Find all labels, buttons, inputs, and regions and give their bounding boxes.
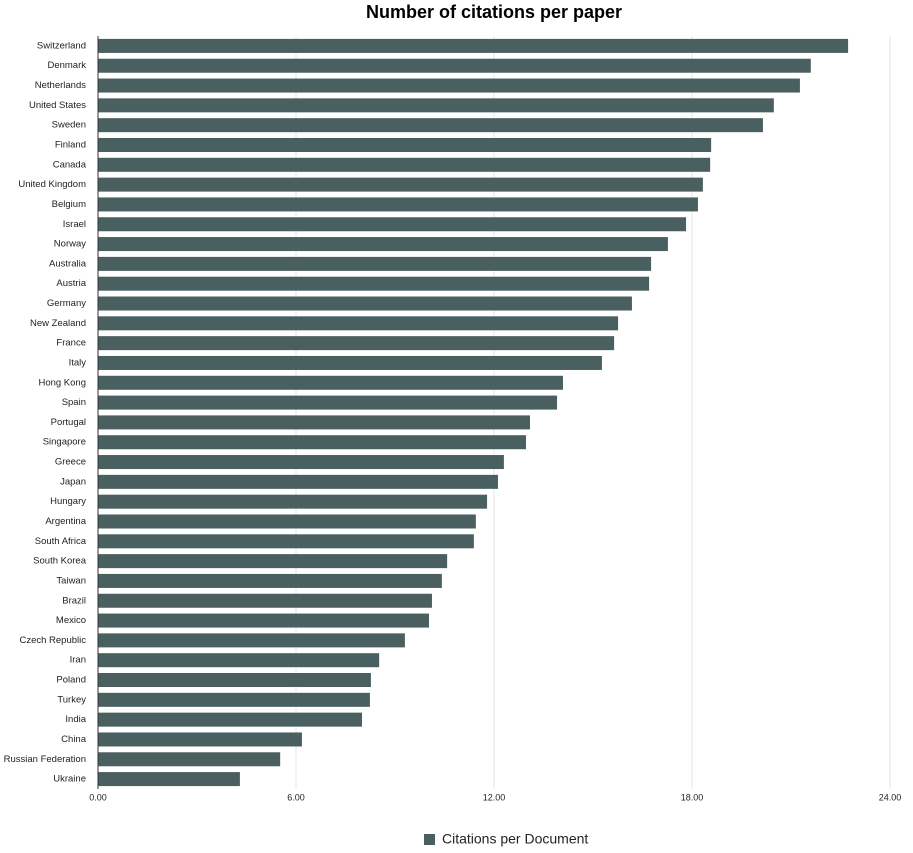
x-tick-label: 6.00 — [287, 792, 305, 802]
legend-swatch — [424, 834, 435, 845]
y-tick-label: Taiwan — [56, 575, 86, 586]
bar — [98, 712, 362, 727]
bar — [98, 613, 429, 628]
bar — [98, 752, 281, 767]
y-tick-label: South Korea — [33, 556, 87, 567]
x-tick-label: 12.00 — [483, 792, 506, 802]
y-tick-label: Spain — [62, 397, 86, 408]
y-tick-label: United Kingdom — [18, 179, 86, 190]
y-tick-label: India — [65, 714, 86, 725]
y-tick-label: Turkey — [57, 694, 86, 705]
y-tick-label: Belgium — [52, 199, 86, 210]
bar — [98, 38, 849, 53]
bar — [98, 573, 442, 588]
bar — [98, 98, 774, 113]
y-tick-label: Brazil — [62, 595, 86, 606]
bar — [98, 692, 370, 707]
y-tick-label: Denmark — [47, 60, 86, 71]
x-tick-label: 24.00 — [879, 792, 902, 802]
y-tick-label: Australia — [49, 258, 87, 269]
y-tick-label: Italy — [69, 357, 87, 368]
bar — [98, 355, 602, 370]
bar — [98, 276, 650, 291]
y-tick-label: Hungary — [50, 496, 86, 507]
bar — [98, 217, 687, 232]
bar — [98, 494, 488, 509]
y-tick-label: Argentina — [45, 516, 86, 527]
y-tick-label: France — [56, 338, 86, 349]
y-tick-label: Germany — [47, 298, 86, 309]
bar — [98, 375, 563, 390]
bar — [98, 633, 405, 648]
y-tick-label: Finland — [55, 140, 86, 151]
y-tick-label: United States — [29, 100, 86, 111]
bar — [98, 772, 240, 787]
bar — [98, 455, 504, 470]
y-tick-label: Sweden — [52, 120, 86, 131]
bar — [98, 732, 302, 747]
bar — [98, 554, 448, 569]
y-tick-label: Russian Federation — [4, 754, 86, 765]
bar — [98, 534, 474, 549]
y-tick-label: Switzerland — [37, 40, 86, 51]
bar — [98, 673, 371, 688]
bar — [98, 296, 632, 311]
y-tick-label: Singapore — [43, 437, 86, 448]
bar — [98, 157, 711, 172]
y-tick-label: Iran — [70, 655, 86, 666]
bar — [98, 514, 476, 529]
bar — [98, 336, 615, 351]
bar — [98, 118, 763, 133]
bar — [98, 177, 703, 192]
bar — [98, 137, 712, 152]
bar — [98, 435, 527, 450]
bar — [98, 415, 530, 430]
y-tick-label: South Africa — [35, 536, 87, 547]
y-tick-label: Austria — [56, 278, 86, 289]
bar — [98, 197, 698, 212]
bar — [98, 474, 498, 489]
y-tick-label: Mexico — [56, 615, 86, 626]
y-tick-label: Japan — [60, 476, 86, 487]
bar — [98, 78, 800, 93]
y-tick-label: Hong Kong — [38, 377, 86, 388]
y-tick-label: New Zealand — [30, 318, 86, 329]
y-tick-label: Ukraine — [53, 774, 86, 785]
y-tick-label: China — [61, 734, 87, 745]
y-tick-label: Poland — [56, 675, 86, 686]
bar — [98, 316, 619, 331]
bar — [98, 58, 811, 73]
bar — [98, 593, 432, 608]
bar — [98, 237, 668, 252]
chart-title: Number of citations per paper — [366, 2, 622, 22]
bar — [98, 653, 380, 668]
y-tick-label: Canada — [53, 159, 87, 170]
y-tick-label: Netherlands — [35, 80, 86, 91]
y-tick-label: Portugal — [51, 417, 86, 428]
legend-label: Citations per Document — [442, 831, 588, 847]
y-tick-label: Israel — [63, 219, 86, 230]
y-tick-label: Norway — [54, 239, 86, 250]
bar — [98, 395, 558, 410]
y-tick-label: Czech Republic — [19, 635, 86, 646]
y-tick-label: Greece — [55, 457, 86, 468]
bar — [98, 256, 652, 271]
x-tick-label: 0.00 — [89, 792, 107, 802]
x-tick-label: 18.00 — [681, 792, 704, 802]
